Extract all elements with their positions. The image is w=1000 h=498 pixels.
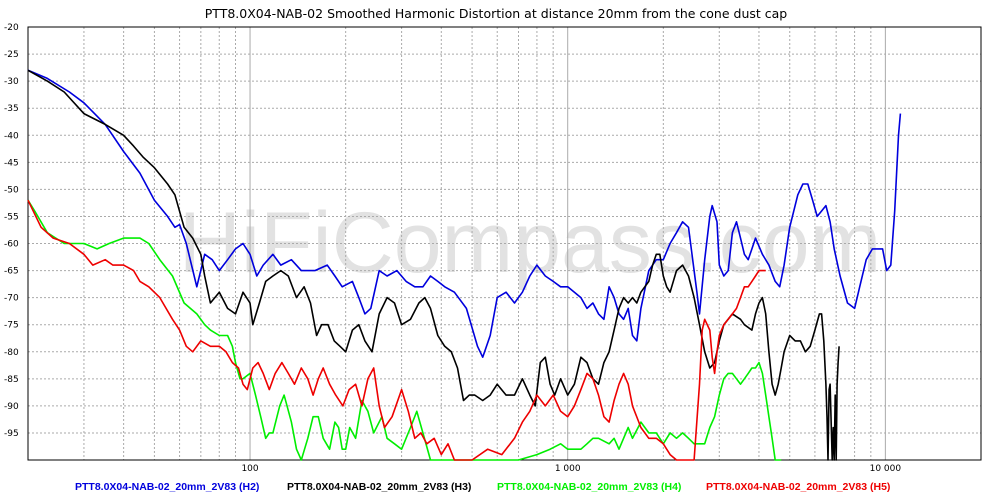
x-tick-label: 1 000 <box>555 464 581 474</box>
y-tick-label: -70 <box>4 294 19 304</box>
y-tick-label: -20 <box>4 23 19 33</box>
x-axis-ticks: 100 1 000 10 000 <box>241 464 901 474</box>
legend: PTT8.0X04-NAB-02_20mm_2V83 (H2) PTT8.0X04… <box>75 481 890 493</box>
series-line-2 <box>27 69 840 461</box>
series-line-1 <box>27 69 902 358</box>
grid <box>27 27 982 460</box>
x-tick-label: 100 <box>241 464 258 474</box>
series-line-4 <box>27 199 766 461</box>
y-axis-ticks: -20 -25 -30 -35 -40 -45 -50 -55 -60 -65 -70 -75 -80 -… <box>4 23 19 439</box>
y-tick-label: -90 <box>4 402 19 412</box>
y-tick-label: -65 <box>4 267 19 277</box>
legend-entry-1: PTT8.0X04-NAB-02_20mm_2V83 (H2) <box>75 481 259 493</box>
legend-entry-4: PTT8.0X04-NAB-02_20mm_2V83 (H5) <box>706 481 890 493</box>
y-tick-label: -50 <box>4 185 19 195</box>
y-tick-label: -40 <box>4 131 19 141</box>
y-tick-label: -55 <box>4 212 19 222</box>
y-tick-label: -30 <box>4 77 19 87</box>
y-tick-label: -45 <box>4 158 19 168</box>
y-tick-label: -25 <box>4 50 19 60</box>
series-line-3 <box>27 199 782 461</box>
y-tick-label: -85 <box>4 375 19 385</box>
y-tick-label: -95 <box>4 429 19 439</box>
legend-entry-3: PTT8.0X04-NAB-02_20mm_2V83 (H4) <box>497 481 681 493</box>
y-tick-label: -60 <box>4 240 19 250</box>
series-lines <box>27 69 902 461</box>
y-tick-label: -80 <box>4 348 19 358</box>
y-tick-label: -75 <box>4 321 19 331</box>
chart-title: PTT8.0X04-NAB-02 Smoothed Harmonic Disto… <box>205 6 788 21</box>
x-tick-label: 10 000 <box>870 464 902 474</box>
y-tick-label: -35 <box>4 104 19 114</box>
legend-entry-2: PTT8.0X04-NAB-02_20mm_2V83 (H3) <box>287 481 471 493</box>
